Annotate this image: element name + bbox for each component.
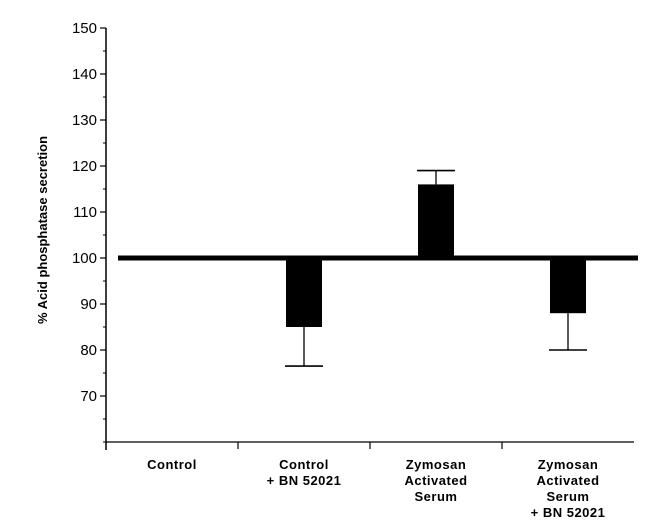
bars <box>286 184 586 327</box>
y-axis-title: % Acid phosphatase secretion <box>35 136 50 324</box>
category-label: Serum <box>547 489 590 504</box>
category-labels: Control Control+ BN 52021ZymosanActivated… <box>147 457 605 520</box>
y-tick-label: 100 <box>72 250 97 267</box>
category-label: Zymosan <box>406 457 467 472</box>
category-label: Activated <box>536 473 599 488</box>
category-label: + BN 52021 <box>531 505 606 520</box>
y-tick-label: 70 <box>80 388 97 405</box>
category-label: Activated <box>404 473 467 488</box>
y-ticks: 70 80 90 100 110 120 130 140 150 <box>72 20 106 443</box>
axes <box>105 28 634 450</box>
y-tick-label: 150 <box>72 20 97 37</box>
category-label: Serum <box>415 489 458 504</box>
y-tick-label: 90 <box>80 296 97 313</box>
y-tick-label: 120 <box>72 158 97 175</box>
bar <box>550 258 586 314</box>
error-bars <box>285 169 587 367</box>
bar <box>286 258 322 327</box>
category-label: Control <box>279 457 329 472</box>
category-label: Zymosan <box>538 457 599 472</box>
bar <box>418 184 454 258</box>
y-tick-label: 140 <box>72 66 97 83</box>
y-tick-label: 110 <box>73 204 97 221</box>
y-tick-label: 80 <box>80 342 97 359</box>
category-label: + BN 52021 <box>267 473 342 488</box>
y-tick-label: 130 <box>72 112 97 129</box>
category-label: Control <box>147 457 197 472</box>
